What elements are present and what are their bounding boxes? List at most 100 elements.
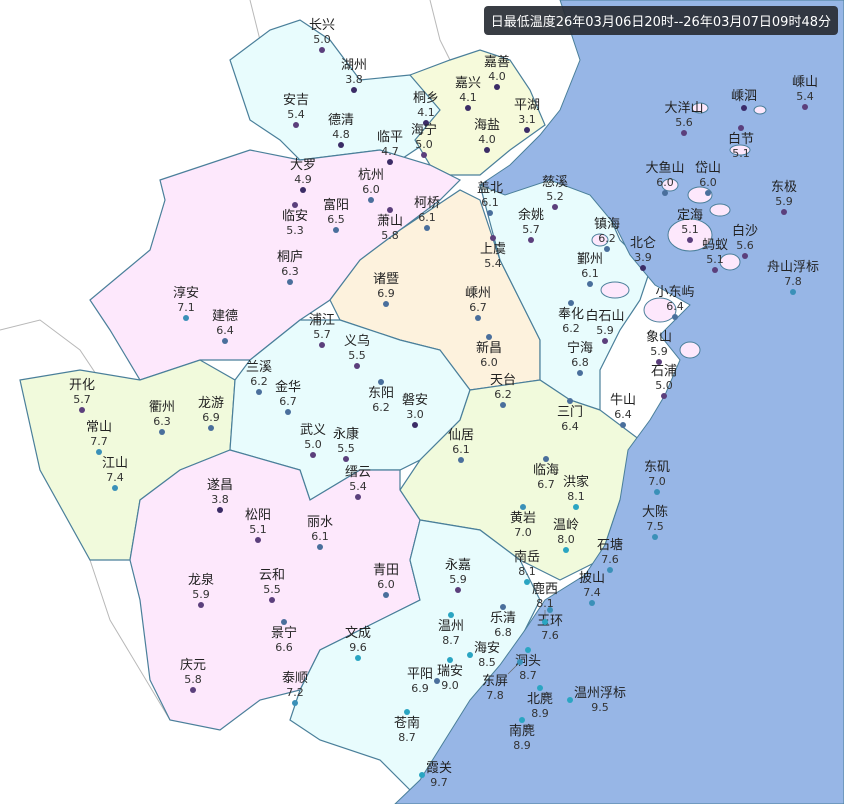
station-dot[interactable] <box>620 422 626 428</box>
station-dot[interactable] <box>589 600 595 606</box>
station-dot[interactable] <box>687 237 693 243</box>
station-label[interactable]: 三门 6.4 <box>557 405 583 433</box>
station-dot[interactable] <box>458 457 464 463</box>
station-label[interactable]: 天台 6.2 <box>490 373 516 401</box>
station-label[interactable]: 苍南 8.7 <box>394 716 420 744</box>
station-label[interactable]: 东极 5.9 <box>771 180 797 208</box>
station-label[interactable]: 黄岩 7.0 <box>510 511 536 539</box>
station-label[interactable]: 龙泉 5.9 <box>188 573 214 601</box>
station-label[interactable]: 小东屿 6.4 <box>656 285 695 313</box>
station-dot[interactable] <box>494 84 500 90</box>
station-dot[interactable] <box>577 370 583 376</box>
station-dot[interactable] <box>354 363 360 369</box>
station-label[interactable]: 龙游 6.9 <box>198 396 224 424</box>
station-dot[interactable] <box>475 315 481 321</box>
station-dot[interactable] <box>256 389 262 395</box>
station-label[interactable]: 缙云 5.4 <box>345 465 371 493</box>
station-dot[interactable] <box>672 314 678 320</box>
station-label[interactable]: 诸暨 6.9 <box>373 272 399 300</box>
station-label[interactable]: 东阳 6.2 <box>368 386 394 414</box>
station-label[interactable]: 嘉兴 4.1 <box>455 76 481 104</box>
station-label[interactable]: 云和 5.5 <box>259 568 285 596</box>
station-label[interactable]: 桐乡 4.1 <box>413 91 439 119</box>
station-dot[interactable] <box>790 289 796 295</box>
station-dot[interactable] <box>96 449 102 455</box>
station-label[interactable]: 温岭 8.0 <box>553 518 579 546</box>
station-dot[interactable] <box>383 301 389 307</box>
station-dot[interactable] <box>292 700 298 706</box>
station-dot[interactable] <box>568 300 574 306</box>
station-dot[interactable] <box>607 567 613 573</box>
station-dot[interactable] <box>573 504 579 510</box>
station-label[interactable]: 大洋山 5.6 <box>665 101 704 129</box>
station-dot[interactable] <box>421 152 427 158</box>
station-label[interactable]: 德清 4.8 <box>328 113 354 141</box>
station-label[interactable]: 遂昌 3.8 <box>207 478 233 506</box>
station-label[interactable]: 临平 4.7 <box>377 130 403 158</box>
station-label[interactable]: 杭州 6.0 <box>358 168 384 196</box>
station-dot[interactable] <box>368 197 374 203</box>
station-dot[interactable] <box>338 142 344 148</box>
station-dot[interactable] <box>412 422 418 428</box>
station-dot[interactable] <box>490 235 496 241</box>
station-dot[interactable] <box>520 504 526 510</box>
station-dot[interactable] <box>424 225 430 231</box>
station-dot[interactable] <box>255 537 261 543</box>
station-dot[interactable] <box>602 338 608 344</box>
station-dot[interactable] <box>652 534 658 540</box>
station-dot[interactable] <box>467 652 473 658</box>
station-dot[interactable] <box>419 772 425 778</box>
station-label[interactable]: 桐庐 6.3 <box>277 250 303 278</box>
station-label[interactable]: 常山 7.7 <box>86 420 112 448</box>
station-label[interactable]: 白沙 5.6 <box>732 224 758 252</box>
station-label[interactable]: 海盐 4.0 <box>474 118 500 146</box>
station-label[interactable]: 磐安 3.0 <box>402 393 428 421</box>
station-label[interactable]: 平湖 3.1 <box>514 98 540 126</box>
station-dot[interactable] <box>281 619 287 625</box>
station-dot[interactable] <box>738 125 744 131</box>
station-dot[interactable] <box>404 709 410 715</box>
station-dot[interactable] <box>208 425 214 431</box>
station-label[interactable]: 象山 5.9 <box>646 330 672 358</box>
station-label[interactable]: 白石山 5.9 <box>586 309 625 337</box>
station-label[interactable]: 武义 5.0 <box>300 423 326 451</box>
station-label[interactable]: 临海 6.7 <box>533 463 559 491</box>
station-dot[interactable] <box>563 547 569 553</box>
station-label[interactable]: 大罗 4.9 <box>290 158 316 186</box>
station-dot[interactable] <box>640 265 646 271</box>
station-dot[interactable] <box>742 253 748 259</box>
station-dot[interactable] <box>198 602 204 608</box>
station-dot[interactable] <box>524 579 530 585</box>
station-dot[interactable] <box>434 678 440 684</box>
station-dot[interactable] <box>537 685 543 691</box>
station-label[interactable]: 乐清 6.8 <box>490 611 516 639</box>
station-dot[interactable] <box>705 190 711 196</box>
station-dot[interactable] <box>587 281 593 287</box>
station-dot[interactable] <box>528 237 534 243</box>
station-dot[interactable] <box>387 207 393 213</box>
station-dot[interactable] <box>355 655 361 661</box>
station-dot[interactable] <box>517 659 523 665</box>
station-dot[interactable] <box>351 87 357 93</box>
station-label[interactable]: 牛山 6.4 <box>610 393 636 421</box>
station-label[interactable]: 新昌 6.0 <box>476 341 502 369</box>
station-dot[interactable] <box>333 227 339 233</box>
station-label[interactable]: 安吉 5.4 <box>283 93 309 121</box>
station-dot[interactable] <box>292 202 298 208</box>
station-dot[interactable] <box>355 494 361 500</box>
station-label[interactable]: 江山 7.4 <box>102 456 128 484</box>
station-label[interactable]: 岱山 6.0 <box>695 161 721 189</box>
station-label[interactable]: 兰溪 6.2 <box>246 360 272 388</box>
station-dot[interactable] <box>500 604 506 610</box>
station-label[interactable]: 淳安 7.1 <box>173 286 199 314</box>
station-dot[interactable] <box>387 159 393 165</box>
station-label[interactable]: 永嘉 5.9 <box>445 558 471 586</box>
station-dot[interactable] <box>519 717 525 723</box>
station-dot[interactable] <box>552 204 558 210</box>
station-label[interactable]: 定海 5.1 <box>677 208 703 236</box>
station-dot[interactable] <box>112 485 118 491</box>
station-dot[interactable] <box>287 279 293 285</box>
station-label[interactable]: 北麂 8.9 <box>527 692 553 720</box>
station-label[interactable]: 青田 6.0 <box>373 563 399 591</box>
station-dot[interactable] <box>423 120 429 126</box>
